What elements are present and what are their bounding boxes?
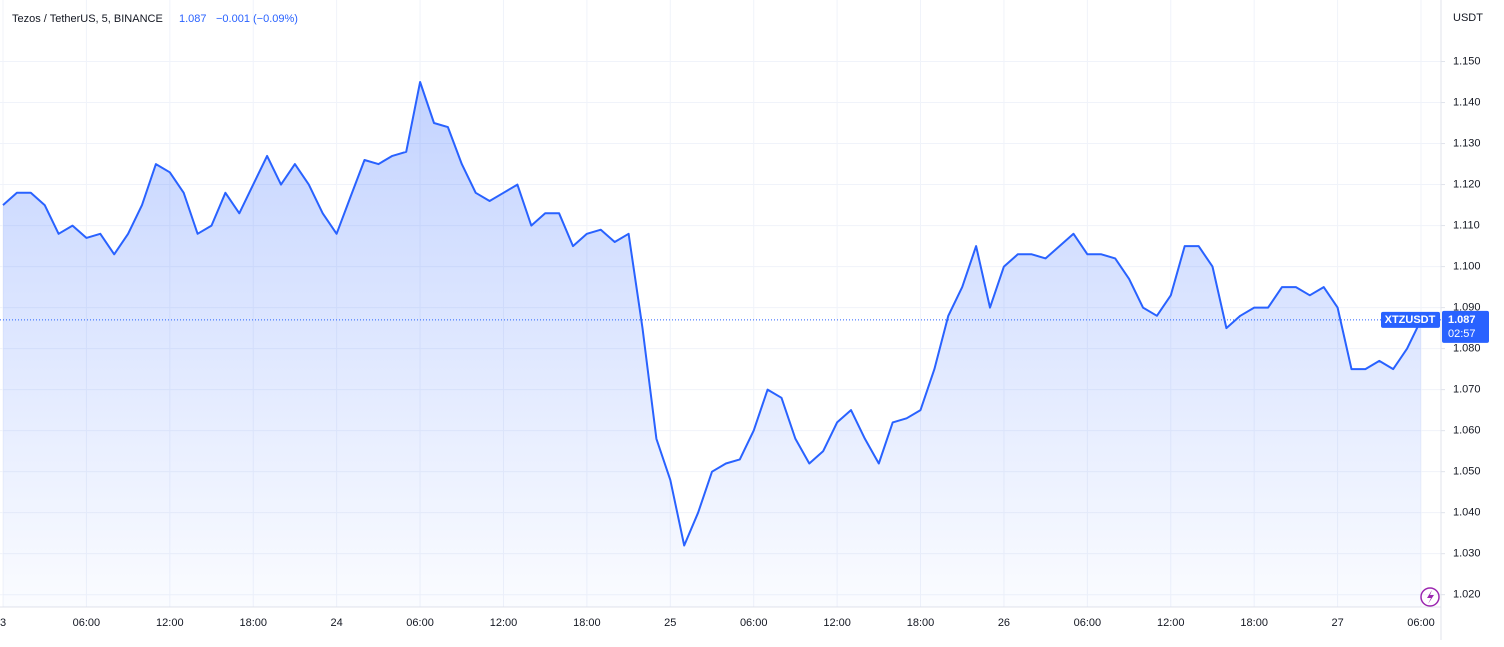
y-tick-label: 1.070 <box>1453 384 1481 396</box>
x-tick-label: 3 <box>0 617 6 629</box>
x-tick-label: 18:00 <box>907 617 935 629</box>
symbol-label: XTZUSDT <box>1385 314 1436 326</box>
y-tick-label: 1.140 <box>1453 96 1481 108</box>
price-line <box>2 81 1422 547</box>
x-tick-label: 06:00 <box>73 617 101 629</box>
x-tick-label: 06:00 <box>1074 617 1102 629</box>
price-box-countdown: 02:57 <box>1448 328 1476 340</box>
x-tick-label: 26 <box>998 617 1010 629</box>
y-tick-label: 1.080 <box>1453 343 1481 355</box>
y-tick-label: 1.040 <box>1453 507 1481 519</box>
y-tick-label: 1.150 <box>1453 55 1481 67</box>
x-tick-label: 12:00 <box>823 617 851 629</box>
price-change: −0.001 (−0.09%) <box>216 13 298 25</box>
x-tick-label: 06:00 <box>740 617 768 629</box>
y-tick-label: 1.030 <box>1453 548 1481 560</box>
x-tick-label: 12:00 <box>1157 617 1185 629</box>
symbol-box <box>1381 311 1440 328</box>
y-tick-label: 1.130 <box>1453 137 1481 149</box>
price-box <box>1442 310 1489 343</box>
price-box-value: 1.087 <box>1448 314 1476 326</box>
y-tick-label: 1.060 <box>1453 425 1481 437</box>
y-tick-label: 1.090 <box>1453 302 1481 314</box>
area-fill <box>3 82 1421 607</box>
x-tick-label: 25 <box>664 617 676 629</box>
x-tick-label: 18:00 <box>1240 617 1268 629</box>
x-tick-label: 12:00 <box>156 617 184 629</box>
y-tick-label: 1.020 <box>1453 589 1481 601</box>
y-tick-label: 1.110 <box>1453 219 1480 231</box>
x-tick-label: 24 <box>331 617 343 629</box>
y-tick-label: 1.120 <box>1453 178 1481 190</box>
x-tick-label: 06:00 <box>1407 617 1435 629</box>
unit-label: USDT <box>1453 12 1483 24</box>
x-tick-label: 18:00 <box>573 617 601 629</box>
y-tick-label: 1.050 <box>1453 466 1481 478</box>
x-tick-label: 18:00 <box>239 617 267 629</box>
last-price: 1.087 <box>179 13 207 25</box>
x-tick-label: 27 <box>1331 617 1343 629</box>
y-tick-label: 1.100 <box>1453 260 1481 272</box>
chart-title: Tezos / TetherUS, 5, BINANCE <box>12 13 163 25</box>
x-tick-label: 06:00 <box>406 617 434 629</box>
x-tick-label: 12:00 <box>490 617 518 629</box>
